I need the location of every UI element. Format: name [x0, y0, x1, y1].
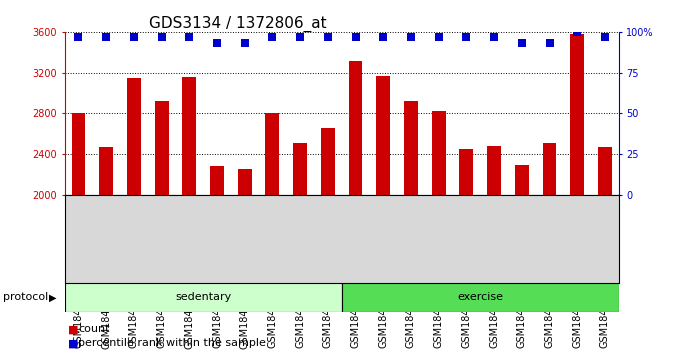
Bar [127, 78, 141, 354]
Text: exercise: exercise [457, 292, 503, 302]
Bar [487, 146, 501, 354]
Bar [376, 76, 390, 354]
Text: GDS3134 / 1372806_at: GDS3134 / 1372806_at [149, 16, 327, 32]
Point [294, 34, 305, 40]
Point [433, 34, 444, 40]
Bar [342, 283, 619, 312]
Point [516, 40, 527, 46]
Text: ▶: ▶ [49, 292, 56, 302]
Point [184, 34, 194, 40]
Bar [238, 169, 252, 354]
Bar [210, 166, 224, 354]
Bar [154, 101, 169, 354]
Bar [293, 143, 307, 354]
Point [461, 34, 472, 40]
Text: ■: ■ [68, 338, 78, 348]
Bar [515, 165, 529, 354]
Point [378, 34, 389, 40]
Bar [65, 283, 342, 312]
Point [600, 34, 611, 40]
Point [211, 40, 222, 46]
Bar [598, 147, 612, 354]
Bar [571, 34, 584, 354]
Bar [432, 111, 445, 354]
Bar [543, 143, 556, 354]
Bar [265, 113, 279, 354]
Point [101, 34, 112, 40]
Point [129, 34, 139, 40]
Point [405, 34, 416, 40]
Point [544, 40, 555, 46]
Bar [321, 127, 335, 354]
Text: count: count [78, 324, 109, 334]
Text: ■: ■ [68, 324, 78, 334]
Bar [99, 147, 113, 354]
Point [572, 29, 583, 35]
Bar [404, 101, 418, 354]
Text: percentile rank within the sample: percentile rank within the sample [78, 338, 266, 348]
Point [267, 34, 278, 40]
Text: sedentary: sedentary [175, 292, 231, 302]
Point [73, 34, 84, 40]
Bar [71, 113, 86, 354]
Text: protocol: protocol [3, 292, 49, 302]
Bar [349, 61, 362, 354]
Bar [182, 76, 197, 354]
Point [350, 34, 361, 40]
Point [239, 40, 250, 46]
Bar [460, 149, 473, 354]
Point [156, 34, 167, 40]
Point [489, 34, 500, 40]
Point [322, 34, 333, 40]
